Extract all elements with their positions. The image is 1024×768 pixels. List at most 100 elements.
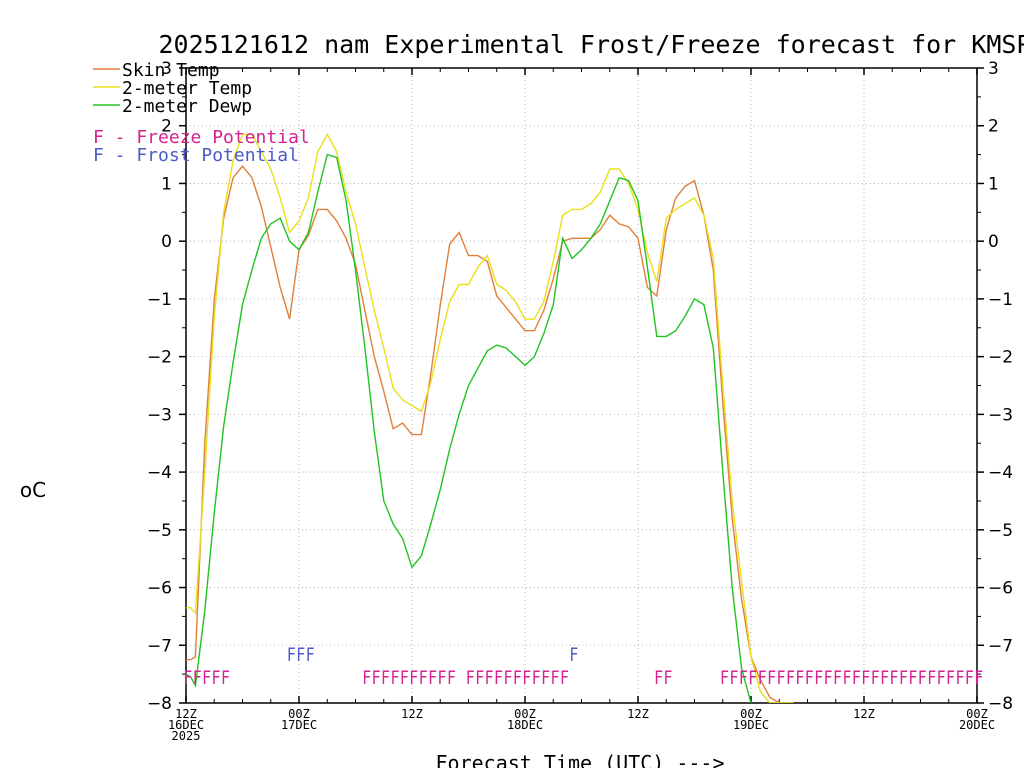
y-tick-label-left: −5 (147, 521, 172, 541)
x-tick-label: 2025 (172, 729, 201, 743)
y-tick-label-right: −5 (988, 521, 1013, 541)
freeze-mark: F (890, 667, 899, 689)
freeze-mark: F (183, 667, 192, 689)
freeze-mark: F (824, 667, 833, 689)
y-tick-label-left: 0 (161, 232, 172, 252)
y-tick-label-right: −6 (988, 579, 1013, 599)
y-axis-label: oC (20, 478, 46, 502)
freeze-mark: F (664, 667, 673, 689)
legend-2m-temp-label: 2-meter Temp (122, 78, 252, 99)
y-tick-label-left: −2 (147, 348, 172, 368)
freeze-mark: F (541, 667, 550, 689)
freeze-mark: F (372, 667, 381, 689)
legend-freeze-label: F - Freeze Potential (93, 127, 310, 148)
y-tick-label-left: −1 (147, 290, 172, 310)
freeze-mark: F (212, 667, 221, 689)
y-tick-label-right: −3 (988, 405, 1013, 425)
freeze-mark: F (513, 667, 522, 689)
freeze-mark: F (381, 667, 390, 689)
freeze-mark: F (880, 667, 889, 689)
y-tick-label-left: 1 (161, 174, 172, 194)
legend-frost-label: F - Frost Potential (93, 145, 299, 166)
freeze-mark: F (202, 667, 211, 689)
freeze-mark: F (494, 667, 503, 689)
x-tick-label: 18DEC (507, 718, 543, 732)
freeze-mark: F (918, 667, 927, 689)
freeze-mark: F (861, 667, 870, 689)
freeze-mark: F (503, 667, 512, 689)
freeze-mark: F (965, 667, 974, 689)
freeze-mark: F (795, 667, 804, 689)
freeze-mark: F (937, 667, 946, 689)
y-tick-label-right: −7 (988, 636, 1013, 656)
freeze-mark: F (221, 667, 230, 689)
series-line-2-meter-temp (186, 132, 794, 703)
freeze-mark: F (871, 667, 880, 689)
freeze-mark: F (946, 667, 955, 689)
y-tick-label-left: −6 (147, 579, 172, 599)
freeze-mark: F (767, 667, 776, 689)
freeze-mark: F (532, 667, 541, 689)
freeze-mark: F (475, 667, 484, 689)
frost-mark: F (306, 644, 315, 666)
chart-title: 2025121612 nam Experimental Frost/Freeze… (159, 30, 1024, 59)
y-tick-label-right: 3 (988, 59, 999, 79)
x-tick-label: 20DEC (959, 718, 995, 732)
x-tick-label: 17DEC (281, 718, 317, 732)
plot-frame (185, 67, 978, 704)
freeze-mark: F (654, 667, 663, 689)
freeze-mark: F (729, 667, 738, 689)
freeze-mark: F (390, 667, 399, 689)
freeze-mark: F (777, 667, 786, 689)
freeze-mark: F (739, 667, 748, 689)
freeze-mark: F (362, 667, 371, 689)
freeze-mark: F (927, 667, 936, 689)
freeze-mark: F (560, 667, 569, 689)
freeze-mark: F (974, 667, 983, 689)
series-line-skin-temp (186, 164, 794, 703)
x-tick-label: 00Z (966, 707, 988, 721)
frost-mark: F (287, 644, 296, 666)
legend: Skin Temp 2-meter Temp 2-meter Dewp F - … (93, 60, 310, 166)
x-tick-label: 16DEC (168, 718, 204, 732)
freeze-mark: F (805, 667, 814, 689)
y-tick-label-right: 2 (988, 117, 999, 137)
y-tick-label-right: −4 (988, 463, 1013, 483)
freeze-mark: F (409, 667, 418, 689)
y-tick-label-right: −1 (988, 290, 1013, 310)
freeze-mark: F (438, 667, 447, 689)
x-tick-label: 12Z (175, 707, 197, 721)
grid (186, 68, 977, 703)
x-tick-label: 19DEC (733, 718, 769, 732)
freeze-mark: F (720, 667, 729, 689)
freeze-mark: F (852, 667, 861, 689)
x-tick-label: 00Z (740, 707, 762, 721)
freeze-mark: F (400, 667, 409, 689)
freeze-mark: F (833, 667, 842, 689)
freeze-mark: F (758, 667, 767, 689)
y-tick-label-left: 2 (161, 117, 172, 137)
series-lines (186, 132, 794, 703)
freeze-mark: F (485, 667, 494, 689)
freeze-mark: F (814, 667, 823, 689)
y-tick-label-right: 1 (988, 174, 999, 194)
y-tick-label-right: −2 (988, 348, 1013, 368)
frost-mark: F (296, 644, 305, 666)
freeze-mark: F (522, 667, 531, 689)
x-tick-label: 12Z (401, 707, 423, 721)
axis-ticks: 3 3 2 2 1 1 0 0 −1 −1 −2 −2 −3 −3 −4 −4 −5 −5 −6 −6 −7 −7 −8 −8… (147, 59, 1013, 743)
y-tick-label-left: −8 (147, 694, 172, 714)
x-axis-label: Forecast Time (UTC) ---> (436, 751, 725, 768)
y-tick-label-left: −7 (147, 636, 172, 656)
y-tick-label-right: −8 (988, 694, 1013, 714)
legend-2m-dewp-label: 2-meter Dewp (122, 96, 252, 117)
freeze-mark: F (551, 667, 560, 689)
y-tick-label-left: 3 (161, 59, 172, 79)
y-tick-label-left: −4 (147, 463, 172, 483)
freeze-mark: F (786, 667, 795, 689)
freeze-mark: F (748, 667, 757, 689)
y-tick-label-right: 0 (988, 232, 999, 252)
freeze-mark: F (193, 667, 202, 689)
